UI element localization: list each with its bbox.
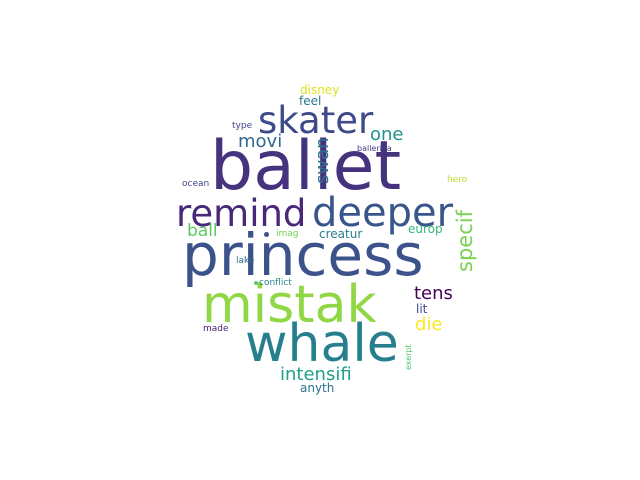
word-whale: whale — [245, 314, 399, 374]
word-specif: specif — [453, 210, 477, 272]
word-imag: imag — [276, 229, 299, 239]
word-ball: ball — [187, 221, 218, 241]
word-lake: lake — [236, 256, 255, 266]
word-ballerina: ballerina — [357, 144, 392, 153]
word-princess: princess — [182, 221, 424, 289]
word-conflict: conflict — [259, 278, 292, 288]
word-remind: remind — [176, 192, 307, 235]
word-anyth: anyth — [300, 381, 335, 395]
word-disney: disney — [300, 83, 340, 97]
word-mistak: mistak — [202, 275, 377, 335]
word-creatur: creatur — [319, 227, 363, 241]
word-made: made — [203, 324, 229, 334]
word-deeper: deeper — [312, 190, 454, 236]
filler-dot — [254, 281, 258, 285]
word-die: die — [415, 314, 443, 335]
word-skater: skater — [258, 99, 374, 142]
word-movi: movi — [238, 131, 283, 152]
word-feel: feel — [299, 94, 322, 108]
word-intensifi: intensifi — [280, 364, 352, 385]
word-lit: lit — [416, 302, 428, 316]
word-ocean: ocean — [182, 179, 210, 189]
word-swan: swan — [312, 137, 333, 184]
filler-dot — [264, 232, 269, 237]
word-exerpt: exerpt — [404, 344, 413, 370]
word-tens: tens — [414, 283, 453, 304]
word-ballet: ballet — [210, 127, 402, 206]
word-type: type — [232, 121, 253, 131]
word-hero: hero — [447, 175, 468, 185]
word-one: one — [370, 124, 404, 145]
word-europ: europ — [408, 222, 443, 236]
